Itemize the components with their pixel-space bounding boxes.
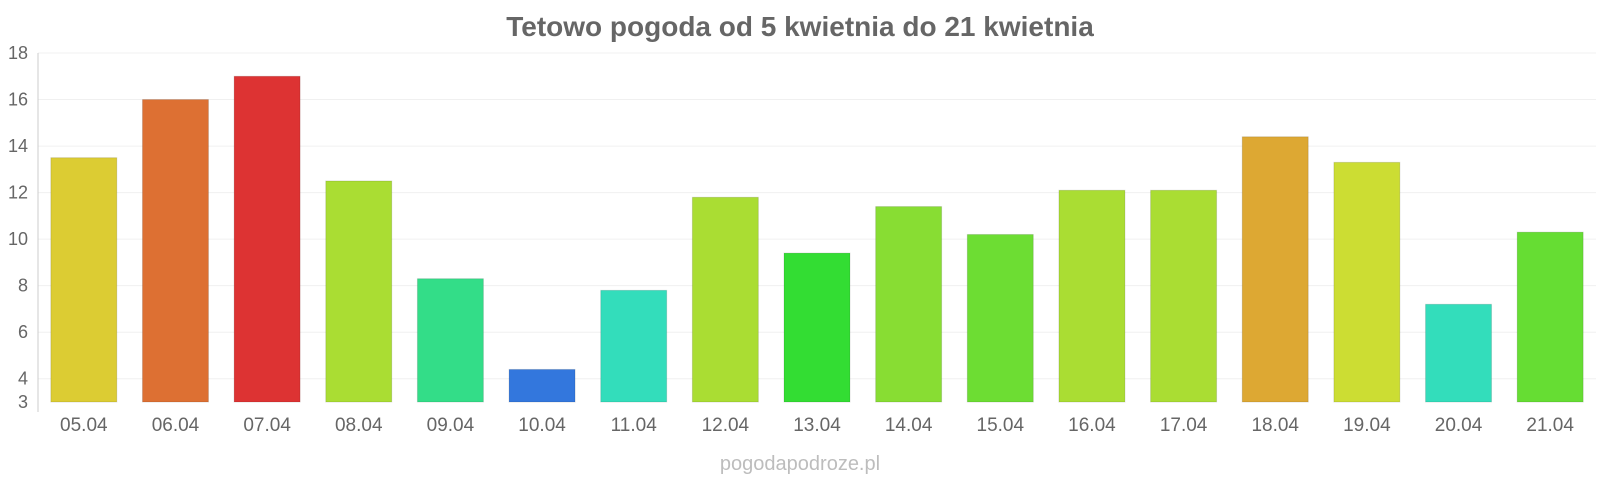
x-tick-label: 21.04 xyxy=(1526,415,1574,436)
bar-15.04 xyxy=(966,233,1034,403)
bar-06.04 xyxy=(141,99,209,403)
x-tick-label: 19.04 xyxy=(1343,415,1391,436)
x-tick-labels: 05.04 06.04 07.04 08.04 09.04 10.04 11.04 12.04… xyxy=(60,415,1574,436)
bars xyxy=(50,75,1584,403)
bar-08.04 xyxy=(325,180,393,403)
bar-11.04 xyxy=(600,289,668,403)
y-tick-label: 12 xyxy=(8,183,28,203)
watermark-text: pogodapodroze.pl xyxy=(720,453,880,475)
bar-09.04 xyxy=(416,278,484,403)
bar-14.04 xyxy=(875,206,943,403)
y-tick-label: 4 xyxy=(18,369,28,389)
x-tick-label: 15.04 xyxy=(977,415,1025,436)
bar-12.04 xyxy=(691,196,759,403)
y-tick-label: 16 xyxy=(8,90,28,110)
x-tick-label: 07.04 xyxy=(243,415,291,436)
x-tick-label: 17.04 xyxy=(1160,415,1208,436)
y-tick-label: 14 xyxy=(8,136,28,156)
x-tick-label: 20.04 xyxy=(1435,415,1483,436)
bar-16.04 xyxy=(1058,189,1126,403)
bar-13.04 xyxy=(783,252,851,403)
x-tick-label: 05.04 xyxy=(60,415,108,436)
bar-21.04 xyxy=(1516,231,1584,403)
bar-07.04 xyxy=(233,75,301,403)
bar-05.04 xyxy=(50,157,118,403)
y-tick-label: 18 xyxy=(8,43,28,63)
x-tick-label: 16.04 xyxy=(1068,415,1116,436)
y-tick-label: 6 xyxy=(18,322,28,342)
x-tick-label: 06.04 xyxy=(152,415,200,436)
x-tick-label: 18.04 xyxy=(1251,415,1299,436)
x-tick-label: 08.04 xyxy=(335,415,383,436)
x-tick-label: 10.04 xyxy=(518,415,566,436)
y-tick-label: 8 xyxy=(18,276,28,296)
y-tick-label: 3 xyxy=(18,392,28,412)
bar-17.04 xyxy=(1150,189,1218,403)
bar-20.04 xyxy=(1425,303,1493,403)
x-tick-label: 09.04 xyxy=(427,415,475,436)
x-tick-label: 14.04 xyxy=(885,415,933,436)
x-tick-label: 13.04 xyxy=(793,415,841,436)
bar-10.04 xyxy=(508,368,576,403)
y-tick-labels: 3 4 6 8 10 12 14 16 18 xyxy=(8,43,28,412)
chart-title: Tetowo pogoda od 5 kwietnia do 21 kwietn… xyxy=(506,11,1094,42)
x-tick-label: 11.04 xyxy=(611,415,658,436)
x-tick-label: 12.04 xyxy=(702,415,750,436)
bar-19.04 xyxy=(1333,161,1401,403)
bar-18.04 xyxy=(1241,136,1309,403)
y-tick-label: 10 xyxy=(8,229,28,249)
